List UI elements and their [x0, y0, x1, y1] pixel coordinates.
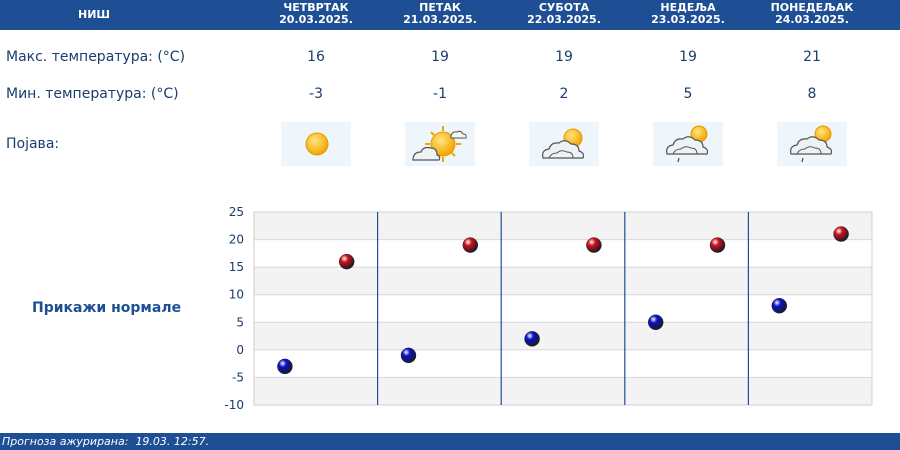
day-name: СУБОТА: [538, 1, 590, 14]
cloud-sun-icon: [529, 122, 599, 166]
grid-band: [254, 377, 872, 405]
min-temp-value: -3: [309, 86, 323, 102]
max-temp-value: 19: [555, 49, 573, 65]
day-date: 23.03.2025.: [651, 13, 725, 26]
max-temp-point: [462, 237, 479, 253]
y-tick-label: -10: [224, 398, 244, 412]
sun-cloud-icon: [405, 122, 475, 166]
forecast-updated-footer: Прогноза ажурирана: 19.03. 12:57.: [0, 433, 900, 450]
day-name: НЕДЕЉА: [660, 1, 716, 14]
forecast-header: НИШ ЧЕТВРТАК 20.03.2025. ПЕТАК 21.03.202…: [0, 0, 900, 30]
grid-band: [254, 294, 872, 323]
min-temp-value: -1: [433, 86, 447, 102]
day-name: ЧЕТВРТАК: [283, 1, 349, 14]
plot-frame: [253, 211, 873, 406]
grid-band: [254, 212, 872, 240]
day-date: 22.03.2025.: [527, 13, 601, 26]
min-temp-label: Мин. температура: (°C): [6, 86, 179, 102]
day-date: 21.03.2025.: [403, 13, 477, 26]
y-tick-label: 0: [236, 343, 244, 357]
max-temp-value: 19: [679, 49, 697, 65]
day-name: ПЕТАК: [419, 1, 461, 14]
grid-band: [254, 349, 872, 378]
max-temp-label: Макс. температура: (°C): [6, 49, 186, 65]
day-name: ПОНЕДЕЉАК: [770, 1, 854, 14]
max-temp-point: [586, 237, 602, 253]
max-temp-value: 16: [307, 49, 325, 65]
updated-label: Прогноза ажурирана:: [2, 435, 129, 448]
phenomenon-label: Појава:: [6, 136, 60, 152]
min-temp-value: 5: [683, 86, 693, 102]
min-temp-point: [647, 314, 664, 331]
min-temp-value: 8: [807, 86, 817, 102]
day-header-5: ПОНЕДЕЉАК 24.03.2025.: [750, 2, 874, 26]
updated-value: 19.03. 12:57.: [135, 435, 210, 448]
grid-band: [254, 267, 872, 295]
y-tick-label: -5: [232, 370, 244, 384]
max-temp-point: [833, 226, 849, 242]
day-date: 20.03.2025.: [279, 13, 353, 26]
day-header-3: СУБОТА 22.03.2025.: [502, 2, 626, 26]
day-date: 24.03.2025.: [775, 13, 849, 26]
sun-icon: [281, 122, 351, 166]
max-temp-point: [709, 237, 726, 253]
cloud-sun-drizzle-icon: [653, 122, 723, 166]
y-tick-label: 25: [229, 205, 244, 219]
max-temp-value: 21: [803, 49, 821, 65]
grid-band: [254, 239, 872, 268]
y-tick-label: 15: [229, 260, 244, 274]
y-tick-label: 20: [229, 233, 244, 247]
day-header-4: НЕДЕЉА 23.03.2025.: [626, 2, 750, 26]
min-temp-value: 2: [559, 86, 569, 102]
show-normals-link[interactable]: Прикажи нормале: [32, 300, 182, 316]
cloud-sun-drizzle-icon: [777, 122, 847, 166]
city-name: НИШ: [77, 8, 110, 21]
min-temp-point: [771, 297, 788, 314]
y-tick-label: 5: [236, 315, 244, 329]
day-header-2: ПЕТАК 21.03.2025.: [378, 2, 502, 26]
y-tick-label: 10: [229, 288, 244, 302]
max-temp-point: [338, 253, 355, 270]
min-temp-point: [277, 358, 293, 375]
day-header-1: ЧЕТВРТАК 20.03.2025.: [254, 2, 378, 26]
max-temp-value: 19: [431, 49, 449, 65]
min-temp-point: [524, 331, 540, 347]
min-temp-point: [400, 347, 417, 364]
grid-band: [254, 322, 872, 350]
